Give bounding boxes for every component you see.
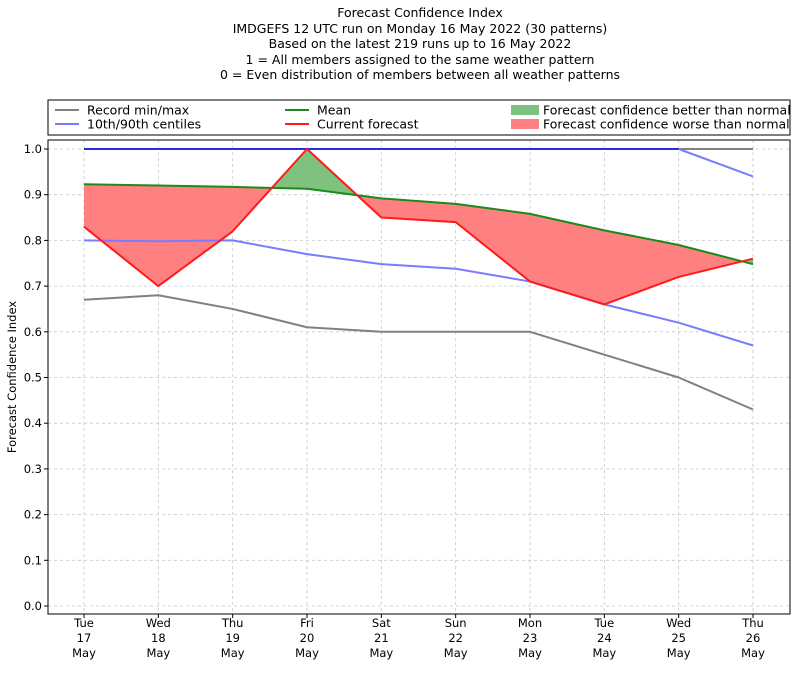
legend-label: Forecast confidence worse than normal bbox=[543, 117, 790, 132]
x-tick-label: Thu bbox=[221, 616, 244, 630]
x-tick-label: Sun bbox=[445, 616, 467, 630]
x-tick-label: May bbox=[741, 646, 765, 660]
y-tick-label: 0.6 bbox=[24, 325, 42, 339]
y-tick-label: 0.1 bbox=[24, 553, 42, 567]
y-tick-label: 0.9 bbox=[24, 188, 42, 202]
x-tick-label: 22 bbox=[448, 631, 463, 645]
confidence-fills bbox=[84, 149, 753, 305]
legend-swatch bbox=[511, 105, 539, 115]
x-tick-label: May bbox=[667, 646, 691, 660]
x-tick-label: May bbox=[592, 646, 616, 660]
legend-label: Current forecast bbox=[317, 117, 419, 132]
y-tick-label: 1.0 bbox=[24, 142, 42, 156]
y-tick-label: 0.4 bbox=[24, 416, 42, 430]
x-tick-label: Thu bbox=[741, 616, 764, 630]
legend-box bbox=[47, 99, 791, 136]
y-tick-label: 0.3 bbox=[24, 462, 42, 476]
chart-title-block: Forecast Confidence Index IMDGEFS 12 UTC… bbox=[0, 5, 800, 83]
x-tick-label: 26 bbox=[746, 631, 761, 645]
centile-10th-line bbox=[83, 239, 754, 347]
x-tick-label: Fri bbox=[300, 616, 314, 630]
x-tick-label: 21 bbox=[374, 631, 389, 645]
legend-label: Forecast confidence better than normal bbox=[543, 103, 791, 118]
x-tick-label: 17 bbox=[77, 631, 92, 645]
x-tick-label: 24 bbox=[597, 631, 612, 645]
chart-subtitle-basis: Based on the latest 219 runs up to 16 Ma… bbox=[268, 36, 572, 52]
y-tick-label: 0.5 bbox=[24, 371, 42, 385]
x-tick-label: 23 bbox=[523, 631, 538, 645]
y-tick-label: 0.2 bbox=[24, 508, 42, 522]
y-tick-label: 0.0 bbox=[24, 599, 42, 613]
worse-than-normal-fill bbox=[84, 184, 272, 287]
x-tick-label: Mon bbox=[518, 616, 542, 630]
series-lines bbox=[83, 148, 754, 411]
legend-swatch bbox=[511, 119, 539, 129]
x-tick-label: Tue bbox=[73, 616, 94, 630]
x-tick-label: May bbox=[221, 646, 245, 660]
x-tick-label: May bbox=[295, 646, 319, 660]
chart-subtitle-run: IMDGEFS 12 UTC run on Monday 16 May 2022… bbox=[232, 20, 608, 36]
legend-label: Record min/max bbox=[87, 103, 189, 118]
x-tick-label: 20 bbox=[300, 631, 315, 645]
x-tick-label: Wed bbox=[666, 616, 691, 630]
x-tick-label: May bbox=[369, 646, 393, 660]
x-tick-label: 19 bbox=[225, 631, 240, 645]
x-tick-label: 18 bbox=[151, 631, 166, 645]
x-tick-label: Wed bbox=[146, 616, 171, 630]
axes: 0.00.10.20.30.40.50.60.70.80.91.0Tue17Ma… bbox=[5, 139, 791, 660]
x-tick-label: May bbox=[146, 646, 170, 660]
legend-label: 10th/90th centiles bbox=[87, 117, 201, 132]
better-than-normal-fill bbox=[271, 149, 358, 196]
chart-subtitle-scale-max: 1 = All members assigned to the same wea… bbox=[245, 51, 595, 67]
record-min-line bbox=[83, 294, 754, 411]
legend-label: Mean bbox=[317, 103, 351, 118]
mean-line bbox=[83, 183, 754, 266]
current-forecast-line bbox=[83, 148, 754, 306]
x-tick-label: May bbox=[444, 646, 468, 660]
x-tick-label: Tue bbox=[594, 616, 615, 630]
chart-title: Forecast Confidence Index bbox=[337, 5, 503, 20]
x-tick-label: May bbox=[518, 646, 542, 660]
y-tick-label: 0.8 bbox=[24, 233, 42, 247]
y-axis-label: Forecast Confidence Index bbox=[5, 301, 19, 453]
chart-subtitle-scale-min: 0 = Even distribution of members between… bbox=[219, 67, 621, 83]
x-tick-label: 25 bbox=[671, 631, 686, 645]
y-tick-label: 0.7 bbox=[24, 279, 42, 293]
x-tick-label: May bbox=[72, 646, 96, 660]
centile-90th-line bbox=[84, 148, 754, 178]
worse-than-normal-fill bbox=[357, 195, 743, 305]
x-tick-label: Sat bbox=[372, 616, 391, 630]
